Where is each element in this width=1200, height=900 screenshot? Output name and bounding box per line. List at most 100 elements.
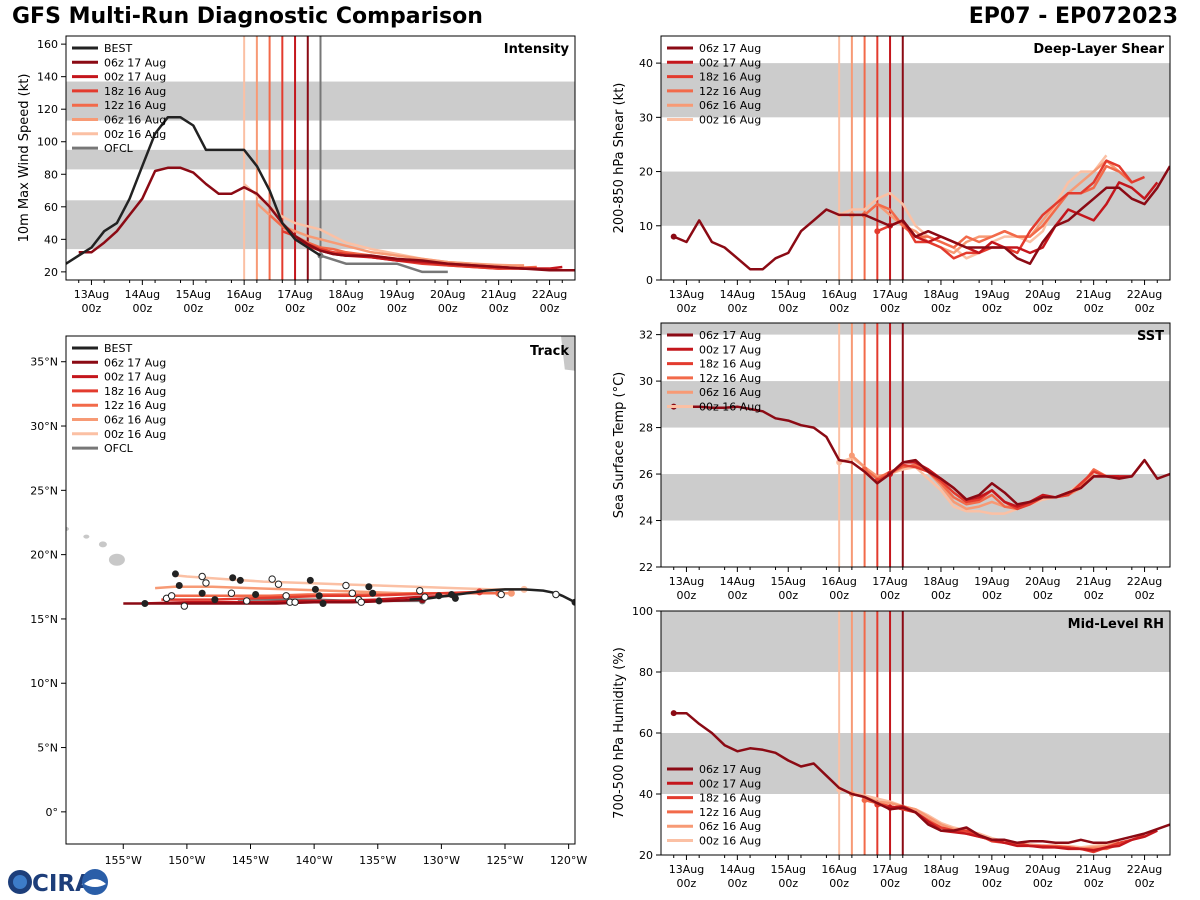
shaded-band: [661, 733, 1170, 794]
x-tick-label: 00z: [677, 589, 697, 602]
series-line: [78, 166, 575, 272]
x-tick-label: 18Aug: [923, 863, 958, 876]
legend-label: 12z 16 Aug: [699, 85, 761, 98]
track-position-marker: [369, 589, 377, 597]
lon-tick-label: 155°W: [105, 854, 142, 867]
legend-label: 06z 16 Aug: [104, 414, 166, 427]
x-tick-label: 20Aug: [1025, 288, 1060, 301]
legend-label: 00z 17 Aug: [699, 777, 761, 790]
x-tick-label: 13Aug: [74, 288, 109, 301]
track-position-marker-open: [552, 590, 560, 599]
shaded-band: [661, 323, 1170, 335]
track-position-marker: [198, 589, 206, 597]
y-tick-label: 40: [639, 788, 653, 801]
x-tick-label: 19Aug: [974, 288, 1009, 301]
x-tick-label: 00z: [880, 589, 900, 602]
track-position-marker-open: [342, 581, 350, 590]
track-position-marker-open: [268, 575, 276, 583]
series-line: [673, 405, 1170, 506]
x-tick-label: 21Aug: [481, 288, 516, 301]
x-tick-label: 00z: [727, 877, 747, 890]
track-position-marker-open: [274, 580, 283, 588]
lon-tick-label: 150°W: [168, 854, 205, 867]
x-tick-label: 00z: [1084, 302, 1104, 315]
shaded-band: [661, 381, 1170, 428]
track-line: [161, 590, 480, 601]
panel-label: Intensity: [504, 42, 570, 57]
lat-tick-label: 25°N: [30, 484, 58, 497]
series-start-point: [670, 233, 677, 240]
series-group: [670, 154, 1170, 271]
track-start-point: [507, 589, 515, 597]
series-start-point: [848, 452, 855, 459]
lon-tick-label: 135°W: [359, 854, 396, 867]
y-tick-label: 60: [639, 727, 653, 740]
panel-label: Mid-Level RH: [1068, 617, 1164, 632]
legend-label: 18z 16 Aug: [104, 85, 166, 98]
series-line: [889, 181, 1159, 255]
legend-label: 00z 16 Aug: [699, 401, 761, 414]
track-position-marker: [315, 592, 323, 600]
x-tick-label: 00z: [540, 302, 560, 315]
lat-tick-label: 0°: [46, 806, 59, 819]
legend-label: 18z 16 Aug: [699, 792, 761, 805]
track-position-marker-open: [357, 598, 365, 606]
x-tick-label: 00z: [931, 589, 951, 602]
lat-tick-label: 5°N: [37, 742, 58, 755]
x-tick-label: 15Aug: [176, 288, 211, 301]
lon-tick-label: 145°W: [232, 854, 269, 867]
axes-frame: [660, 322, 1171, 568]
panel-label: SST: [1137, 329, 1164, 344]
y-tick-label: 60: [44, 201, 58, 214]
legend-label: 00z 17 Aug: [699, 343, 761, 356]
series-line: [876, 159, 1145, 260]
x-tick-label: 00z: [1135, 877, 1155, 890]
series-group: [66, 116, 575, 274]
shear-panel: 13Aug00z14Aug00z15Aug00z16Aug00z17Aug00z…: [612, 35, 1171, 315]
legend-label: OFCL: [104, 442, 134, 455]
y-tick-label: 32: [639, 329, 653, 342]
track-position-marker: [319, 600, 327, 608]
y-tick-label: 20: [44, 266, 58, 279]
x-tick-label: 00z: [931, 877, 951, 890]
y-tick-label: 30: [639, 375, 653, 388]
legend-label: 12z 16 Aug: [699, 372, 761, 385]
track-plot-area: [66, 336, 575, 610]
x-tick-label: 00z: [931, 302, 951, 315]
track-position-marker: [141, 600, 149, 608]
y-tick-label: 30: [639, 111, 653, 124]
track-position-marker-open: [421, 593, 429, 601]
figure-title: GFS Multi-Run Diagnostic Comparison: [12, 4, 483, 29]
x-tick-label: 00z: [778, 877, 798, 890]
axes-frame: [65, 335, 576, 845]
track-position-marker-open: [180, 602, 189, 610]
track-position-marker: [311, 585, 319, 593]
track-line: [142, 594, 455, 605]
track-start-point: [571, 598, 575, 606]
legend-label: 18z 16 Aug: [104, 385, 166, 398]
x-tick-label: 00z: [778, 302, 798, 315]
x-tick-label: 17Aug: [872, 575, 907, 588]
shaded-band: [661, 611, 1170, 672]
legend-label: 00z 17 Aug: [699, 56, 761, 69]
y-tick-label: 40: [44, 233, 58, 246]
y-tick-label: 20: [639, 166, 653, 179]
track-position-marker-open: [282, 592, 290, 600]
series-start-point: [670, 710, 677, 717]
legend-label: 06z 16 Aug: [699, 386, 761, 399]
legend-label: 12z 16 Aug: [104, 99, 166, 112]
land-coast: [561, 336, 575, 371]
y-tick-label: 160: [37, 38, 58, 51]
x-tick-label: 17Aug: [872, 863, 907, 876]
track-position-marker: [211, 596, 219, 604]
y-tick-label: 80: [639, 666, 653, 679]
x-tick-label: 17Aug: [872, 288, 907, 301]
y-tick-label: 20: [639, 849, 653, 862]
x-tick-label: 13Aug: [669, 575, 704, 588]
legend-label: 00z 17 Aug: [104, 71, 166, 84]
legend-label: 12z 16 Aug: [104, 399, 166, 412]
x-tick-label: 00z: [982, 589, 1002, 602]
